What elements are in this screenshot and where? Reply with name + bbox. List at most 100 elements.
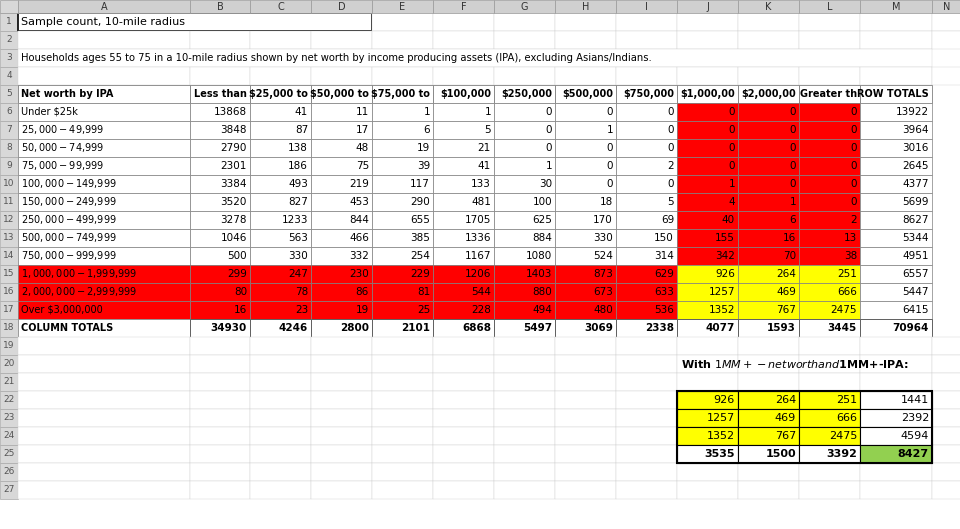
Bar (433, 409, 494, 427)
Text: Under $25k: Under $25k (21, 107, 78, 117)
Bar (738, 121, 799, 139)
Bar (311, 139, 372, 157)
Bar (250, 193, 311, 211)
Bar (311, 463, 372, 481)
Bar (372, 229, 433, 247)
Bar (372, 265, 433, 283)
Text: 251: 251 (836, 395, 857, 405)
Text: 13868: 13868 (214, 107, 247, 117)
Bar (433, 301, 494, 319)
Bar (799, 247, 860, 265)
Bar (799, 373, 860, 391)
Bar (860, 31, 932, 49)
Bar (677, 265, 738, 283)
Text: 4246: 4246 (278, 323, 308, 333)
Bar (433, 193, 494, 211)
Bar (18, 283, 190, 301)
Text: I: I (645, 2, 648, 12)
Bar (0, 427, 18, 445)
Bar (190, 85, 250, 103)
Text: 0: 0 (729, 143, 735, 153)
Bar (555, 67, 616, 85)
Bar (799, 445, 860, 463)
Bar (860, 445, 932, 463)
Bar (738, 283, 799, 301)
Bar (677, 13, 738, 31)
Bar (616, 31, 677, 49)
Text: 19: 19 (3, 342, 14, 351)
Bar (18, 463, 190, 481)
Text: $2,000,00: $2,000,00 (741, 89, 796, 99)
Bar (677, 139, 738, 157)
Bar (616, 0, 677, 13)
Bar (250, 121, 311, 139)
Bar (738, 13, 799, 31)
Bar (860, 373, 932, 391)
Text: 1: 1 (545, 161, 552, 171)
Text: 314: 314 (654, 251, 674, 261)
Text: 481: 481 (471, 197, 491, 207)
Bar (677, 175, 738, 193)
Bar (860, 319, 932, 337)
Text: 493: 493 (288, 179, 308, 189)
Text: 0: 0 (545, 107, 552, 117)
Bar (738, 139, 799, 157)
Bar (799, 67, 860, 85)
Text: 8: 8 (6, 143, 12, 152)
Bar (311, 85, 372, 103)
Bar (616, 409, 677, 427)
Bar (190, 31, 250, 49)
Text: 14: 14 (3, 251, 14, 260)
Text: 1500: 1500 (765, 449, 796, 459)
Bar (677, 427, 738, 445)
Text: $500,000 - $749,999: $500,000 - $749,999 (21, 232, 117, 244)
Text: 3964: 3964 (902, 125, 929, 135)
Bar (616, 373, 677, 391)
Text: 926: 926 (715, 269, 735, 279)
Text: 0: 0 (667, 143, 674, 153)
Text: 40: 40 (722, 215, 735, 225)
Bar (860, 283, 932, 301)
Bar (0, 121, 18, 139)
Bar (616, 337, 677, 355)
Text: 544: 544 (471, 287, 491, 297)
Bar (372, 157, 433, 175)
Bar (555, 319, 616, 337)
Text: E: E (399, 2, 405, 12)
Text: 11: 11 (356, 107, 369, 117)
Text: 2301: 2301 (221, 161, 247, 171)
Bar (433, 175, 494, 193)
Text: 1: 1 (6, 17, 12, 26)
Text: 1046: 1046 (221, 233, 247, 243)
Bar (190, 121, 250, 139)
Bar (18, 13, 372, 31)
Bar (311, 211, 372, 229)
Bar (799, 445, 860, 463)
Text: $2,000,000 - $2,999,999: $2,000,000 - $2,999,999 (21, 286, 137, 298)
Bar (0, 391, 18, 409)
Bar (18, 427, 190, 445)
Text: 13: 13 (3, 233, 14, 242)
Bar (616, 445, 677, 463)
Bar (860, 427, 932, 445)
Bar (494, 409, 555, 427)
Bar (738, 31, 799, 49)
Text: L: L (827, 2, 832, 12)
Bar (932, 427, 960, 445)
Bar (616, 265, 677, 283)
Bar (932, 373, 960, 391)
Bar (555, 121, 616, 139)
Bar (494, 175, 555, 193)
Text: $100,000 - $149,999: $100,000 - $149,999 (21, 178, 117, 190)
Text: 5497: 5497 (523, 323, 552, 333)
Bar (311, 409, 372, 427)
Bar (494, 481, 555, 499)
Bar (555, 391, 616, 409)
Bar (372, 301, 433, 319)
Bar (494, 337, 555, 355)
Bar (677, 103, 738, 121)
Bar (372, 211, 433, 229)
Bar (555, 337, 616, 355)
Bar (555, 265, 616, 283)
Text: 1352: 1352 (707, 431, 735, 441)
